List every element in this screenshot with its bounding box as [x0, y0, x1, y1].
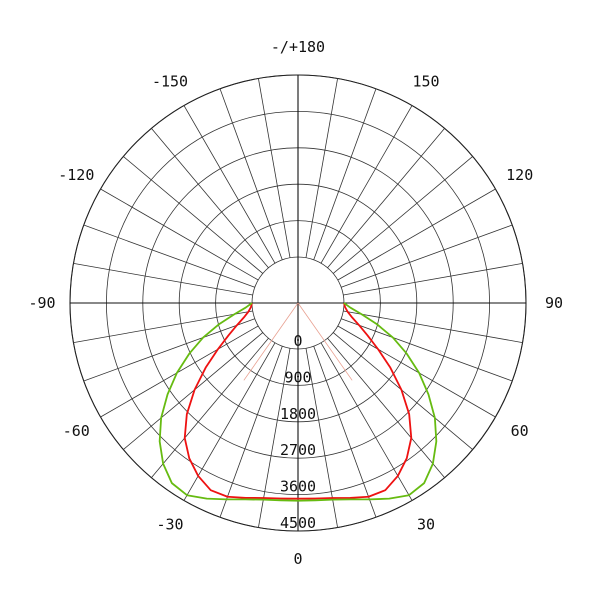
spoke--60: [100, 325, 259, 418]
spoke-160: [313, 88, 377, 260]
series-curve-1: [158, 302, 438, 502]
pale-ray-0: [243, 302, 299, 381]
angle-label-90: 90: [545, 294, 563, 312]
angle-label--150: -150: [152, 72, 188, 90]
spoke-60: [337, 325, 496, 418]
spoke-170: [305, 78, 338, 258]
spoke-110: [341, 224, 513, 288]
spoke--110: [83, 224, 255, 288]
spoke-30: [320, 342, 413, 501]
spoke-40: [327, 337, 445, 478]
spoke-130: [332, 156, 473, 274]
spoke--20: [219, 346, 283, 518]
spoke--30: [183, 342, 276, 501]
spoke--120: [100, 188, 259, 281]
radial-label-2700: 2700: [280, 441, 316, 459]
spoke-150: [320, 105, 413, 264]
radial-label-0: 0: [293, 332, 302, 350]
series-curve-0: [183, 302, 413, 500]
pale-ray-1: [297, 302, 353, 381]
spoke-100: [343, 263, 523, 296]
spoke-80: [343, 310, 523, 343]
angle-label-60: 60: [511, 422, 529, 440]
spoke-20: [313, 346, 377, 518]
angle-label-180: -/+180: [271, 38, 325, 56]
angle-label--120: -120: [58, 166, 94, 184]
spoke--40: [151, 337, 269, 478]
radial-label-1800: 1800: [280, 405, 316, 423]
spoke--130: [123, 156, 264, 274]
spoke--170: [258, 78, 291, 258]
spoke-120: [337, 188, 496, 281]
radial-label-900: 900: [284, 368, 311, 386]
spoke-140: [327, 128, 445, 269]
polar-grid: [69, 74, 527, 532]
angle-label-30: 30: [417, 516, 435, 534]
radial-label-3600: 3600: [280, 478, 316, 496]
spoke--160: [219, 88, 283, 260]
radial-label-4500: 4500: [280, 514, 316, 532]
series-layer: [158, 302, 438, 502]
spoke-70: [341, 318, 513, 382]
spoke--140: [151, 128, 269, 269]
spoke--70: [83, 318, 255, 382]
label-layer: 0 30 60 90 120 150 -/+180 -150 -120 -90 -60 -30 0 900…: [28, 38, 563, 568]
angle-label-120: 120: [506, 166, 533, 184]
angle-label--90: -90: [28, 294, 55, 312]
spoke--80: [73, 310, 253, 343]
spoke--150: [183, 105, 276, 264]
spoke--100: [73, 263, 253, 296]
spoke--50: [123, 332, 264, 450]
angle-label-0: 0: [293, 550, 302, 568]
angle-label--60: -60: [63, 422, 90, 440]
angle-label-150: 150: [412, 72, 439, 90]
angle-label--30: -30: [156, 516, 183, 534]
spoke-50: [332, 332, 473, 450]
